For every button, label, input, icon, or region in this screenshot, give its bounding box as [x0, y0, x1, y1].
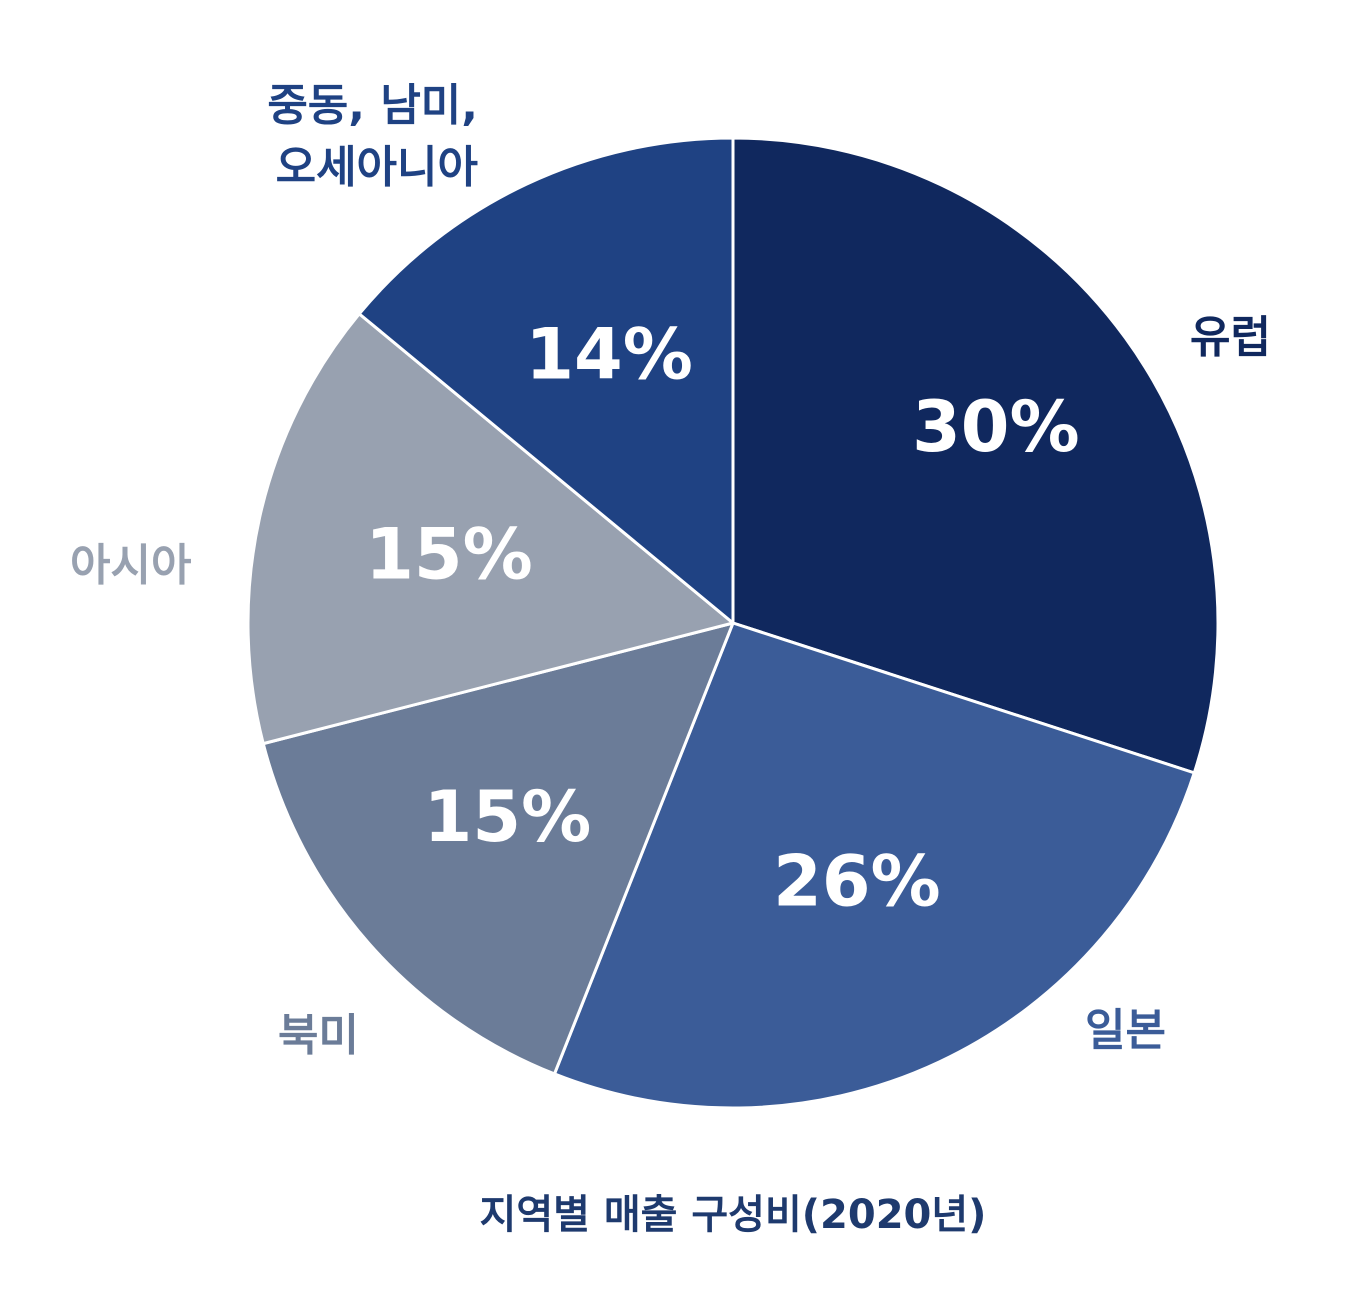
slice-category-label: 일본: [1085, 1005, 1166, 1056]
chart-title: 지역별 매출 구성비(2020년): [480, 1192, 987, 1238]
slice-category-label-line: 중동, 남미,: [267, 80, 478, 131]
slice-category-label: 북미: [278, 1010, 359, 1061]
slice-value-labels: 30% 26% 15% 15% 14%: [365, 314, 1079, 923]
slice-value-label: 30%: [912, 386, 1080, 468]
slice-category-label: 유럽: [1190, 312, 1271, 363]
pie-slice-3: [261, 621, 735, 1076]
slice-category-label: 아시아: [70, 540, 191, 591]
slice-category-label: 중동, 남미, 오세아니아: [267, 80, 478, 193]
slice-value-label: 26%: [773, 840, 941, 922]
pie-slice-1: [731, 136, 1220, 775]
slice-value-label: 15%: [365, 514, 533, 596]
pie-slice-4: [246, 312, 735, 746]
slice-category-label-line: 오세아니아: [276, 142, 478, 193]
pie-slice-2: [552, 621, 1196, 1110]
slice-value-label: 15%: [424, 776, 592, 858]
slice-value-label: 14%: [525, 314, 693, 396]
pie-slices: [246, 136, 1220, 1110]
pie-slice-5: [357, 136, 735, 625]
